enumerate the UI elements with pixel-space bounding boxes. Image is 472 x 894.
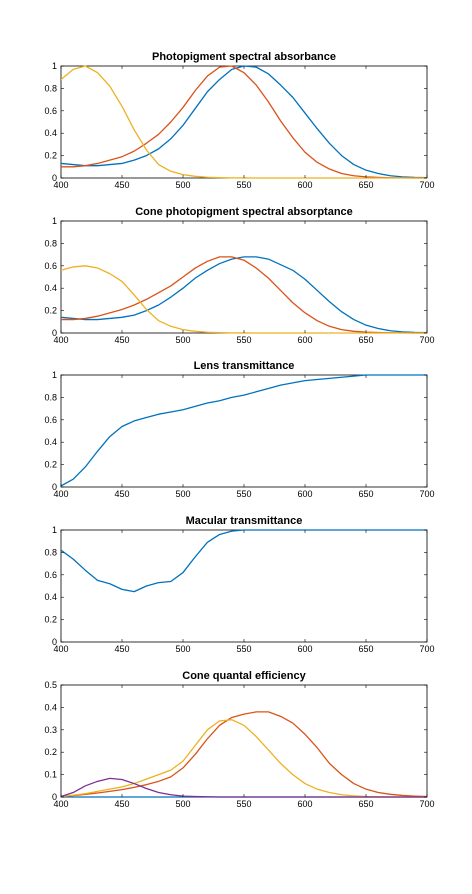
x-tick-label: 550 bbox=[236, 489, 251, 499]
y-tick-label: 0 bbox=[52, 792, 57, 802]
axes-box bbox=[60, 684, 428, 798]
axes-box bbox=[60, 220, 428, 334]
x-tick-label: 600 bbox=[297, 180, 312, 190]
x-tick-label: 700 bbox=[419, 335, 434, 345]
series-line-2 bbox=[61, 711, 427, 798]
chart-title: Cone photopigment spectral absorptance bbox=[135, 206, 353, 218]
y-tick-label: 0.4 bbox=[44, 702, 57, 712]
x-tick-label: 550 bbox=[236, 335, 251, 345]
x-tick-label: 400 bbox=[53, 799, 68, 809]
y-tick-label: 0.2 bbox=[44, 151, 57, 161]
y-tick-label: 0.1 bbox=[44, 770, 57, 780]
y-tick-label: 0.2 bbox=[44, 306, 57, 316]
x-tick-label: 450 bbox=[114, 180, 129, 190]
x-tick-label: 650 bbox=[358, 335, 373, 345]
x-tick-label: 500 bbox=[175, 180, 190, 190]
x-tick-label: 550 bbox=[236, 644, 251, 654]
y-tick-label: 1 bbox=[52, 61, 57, 71]
y-tick-label: 0 bbox=[52, 482, 57, 492]
x-tick-label: 450 bbox=[114, 335, 129, 345]
y-tick-label: 0.6 bbox=[44, 570, 57, 580]
series-line-1 bbox=[61, 256, 427, 334]
x-tick-label: 450 bbox=[114, 489, 129, 499]
x-tick-label: 450 bbox=[114, 799, 129, 809]
y-tick-label: 0.8 bbox=[44, 392, 57, 402]
x-tick-label: 700 bbox=[419, 644, 434, 654]
x-tick-label: 400 bbox=[53, 335, 68, 345]
x-tick-label: 650 bbox=[358, 799, 373, 809]
chart-title: Cone quantal efficiency bbox=[182, 670, 306, 682]
y-tick-label: 0.8 bbox=[44, 238, 57, 248]
y-tick-label: 0.5 bbox=[44, 680, 57, 690]
x-tick-label: 650 bbox=[358, 180, 373, 190]
y-tick-label: 0.4 bbox=[44, 128, 57, 138]
x-tick-label: 500 bbox=[175, 799, 190, 809]
y-tick-label: 1 bbox=[52, 370, 57, 380]
x-tick-label: 550 bbox=[236, 180, 251, 190]
axes-box bbox=[60, 374, 428, 488]
x-tick-label: 600 bbox=[297, 335, 312, 345]
chart-title: Macular transmittance bbox=[186, 515, 303, 527]
x-tick-label: 700 bbox=[419, 489, 434, 499]
y-tick-label: 0.3 bbox=[44, 725, 57, 735]
axes-box bbox=[60, 529, 428, 643]
figure-panels: Photopigment spectral absorbance 400 450 50… bbox=[44, 51, 434, 809]
x-tick-label: 400 bbox=[53, 180, 68, 190]
y-tick-label: 0.8 bbox=[44, 547, 57, 557]
chart-title: Photopigment spectral absorbance bbox=[152, 51, 336, 63]
x-tick-label: 450 bbox=[114, 644, 129, 654]
y-tick-label: 0.2 bbox=[44, 747, 57, 757]
x-tick-label: 600 bbox=[297, 644, 312, 654]
y-tick-label: 0.8 bbox=[44, 83, 57, 93]
x-tick-label: 500 bbox=[175, 644, 190, 654]
x-tick-label: 600 bbox=[297, 489, 312, 499]
axes-box bbox=[60, 65, 428, 179]
y-tick-label: 0.2 bbox=[44, 615, 57, 625]
chart-panel-2: Cone photopigment spectral absorptance 40… bbox=[44, 206, 434, 345]
chart-panel-3: Lens transmittance 400 450 500 550 600 650 700 0… bbox=[44, 360, 434, 499]
y-tick-label: 0.6 bbox=[44, 261, 57, 271]
chart-panel-5: Cone quantal efficiency 400 450 500 550 600 65… bbox=[44, 670, 434, 809]
chart-title: Lens transmittance bbox=[194, 360, 295, 372]
chart-panel-1: Photopigment spectral absorbance 400 450 50… bbox=[44, 51, 434, 190]
x-tick-label: 550 bbox=[236, 799, 251, 809]
chart-panel-4: Macular transmittance 400 450 500 550 600 650 7… bbox=[44, 515, 434, 654]
y-tick-label: 0.4 bbox=[44, 283, 57, 293]
y-tick-label: 0.6 bbox=[44, 106, 57, 116]
y-tick-label: 0.4 bbox=[44, 437, 57, 447]
x-tick-label: 650 bbox=[358, 489, 373, 499]
y-tick-label: 0.2 bbox=[44, 460, 57, 470]
y-tick-label: 1 bbox=[52, 216, 57, 226]
x-tick-label: 500 bbox=[175, 335, 190, 345]
y-tick-label: 1 bbox=[52, 525, 57, 535]
y-tick-label: 0 bbox=[52, 328, 57, 338]
y-tick-label: 0 bbox=[52, 173, 57, 183]
x-tick-label: 700 bbox=[419, 180, 434, 190]
y-tick-label: 0.6 bbox=[44, 415, 57, 425]
y-tick-label: 0.4 bbox=[44, 592, 57, 602]
x-tick-label: 600 bbox=[297, 799, 312, 809]
y-tick-label: 0 bbox=[52, 637, 57, 647]
x-tick-label: 400 bbox=[53, 644, 68, 654]
x-tick-label: 400 bbox=[53, 489, 68, 499]
x-tick-label: 500 bbox=[175, 489, 190, 499]
x-tick-label: 700 bbox=[419, 799, 434, 809]
x-tick-label: 650 bbox=[358, 644, 373, 654]
